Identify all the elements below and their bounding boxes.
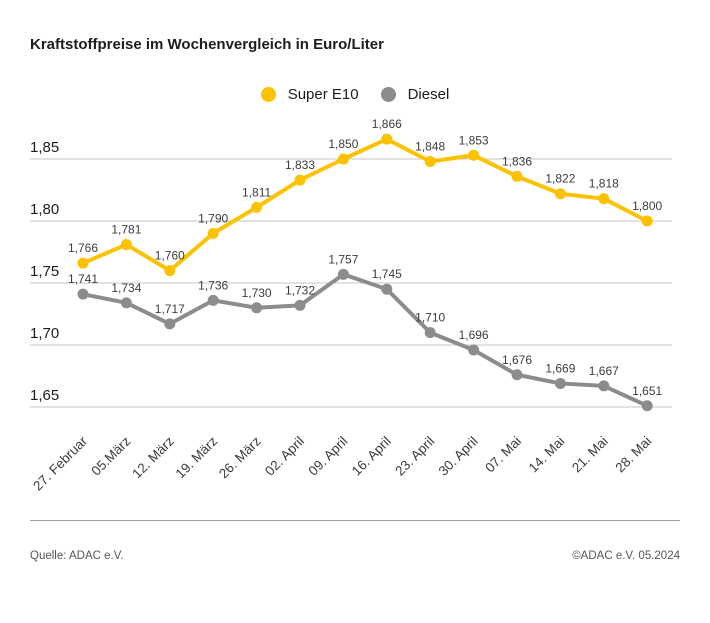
svg-text:26. März: 26. März [216,433,264,481]
diesel-point [207,294,219,306]
series-super-e10 [77,133,653,277]
svg-text:14. Mai: 14. Mai [526,434,568,476]
series-diesel [77,268,653,412]
diesel-line [81,272,650,408]
super-e10-value-label: 1,760 [155,249,185,263]
diesel-point [294,299,306,311]
super-e10-line [81,137,650,273]
svg-text:05.März: 05.März [88,433,133,478]
super-e10-value-label: 1,781 [111,223,141,237]
diesel-point [598,380,610,392]
super-e10-value-label: 1,833 [285,158,315,172]
super-e10-point [468,149,480,161]
svg-text:19. März: 19. März [173,433,221,481]
diesel-point [468,344,480,356]
super-e10-point [554,188,566,200]
page-title: Kraftstoffpreise im Wochenvergleich in E… [30,36,384,53]
diesel-value-label: 1,717 [155,302,185,316]
diesel-point [337,268,349,280]
svg-text:1,80: 1,80 [30,201,59,218]
super-e10-value-label: 1,850 [328,137,358,151]
super-e10-point [120,239,132,251]
super-e10-value-label: 1,818 [589,177,619,191]
super-e10-point [337,153,349,165]
super-e10-point [164,265,176,277]
diesel-point [381,283,393,295]
diesel-value-label: 1,745 [372,267,402,281]
super-e10-point [511,170,523,182]
super-e10-point [251,201,263,213]
diesel-point [164,318,176,330]
svg-text:27. Februar: 27. Februar [30,433,90,493]
diesel-point [251,302,263,314]
svg-text:1,65: 1,65 [30,387,59,404]
svg-text:16. April: 16. April [349,434,394,479]
diesel-dot-icon [380,87,396,102]
super-e10-value-label: 1,836 [502,154,532,168]
super-e10-value-label: 1,822 [545,172,575,186]
footer-copyright: ©ADAC e.V. 05.2024 [572,550,680,562]
super-e10-value-label: 1,811 [242,185,271,199]
legend: Super E10 Diesel [0,86,710,103]
diesel-value-label: 1,730 [242,286,272,300]
legend-item-diesel: Diesel [380,86,450,103]
super-e10-value-label: 1,800 [632,199,662,213]
svg-text:1,75: 1,75 [30,263,59,280]
y-axis-labels: 1,85 1,80 1,75 1,70 1,65 [30,139,59,404]
svg-text:30. April: 30. April [436,434,481,479]
super-e10-point [77,257,89,269]
super-e10-point [294,174,306,186]
diesel-value-label: 1,651 [632,384,662,398]
super-e10-point [381,133,393,145]
super-e10-point [207,227,219,239]
diesel-value-label: 1,669 [545,361,575,375]
svg-text:12. März: 12. März [129,433,177,481]
legend-label-diesel: Diesel [407,86,450,103]
diesel-value-label: 1,667 [589,364,619,378]
diesel-point [641,400,653,412]
super-e10-point [641,215,653,227]
diesel-point [77,288,89,300]
svg-text:21. Mai: 21. Mai [569,434,611,476]
super-e10-point [598,193,610,205]
footer-source: Quelle: ADAC e.V. [30,550,124,562]
super-e10-value-label: 1,853 [459,133,489,147]
diesel-value-label: 1,734 [111,281,141,295]
super-e10-value-label: 1,790 [198,211,228,225]
legend-item-super-e10: Super E10 [260,86,359,103]
series-super-e10-labels: 1,766 1,781 1,760 1,790 1,811 1,833 1,850 1,866… [68,117,663,262]
svg-text:07. Mai: 07. Mai [482,434,524,476]
legend-label-super-e10: Super E10 [287,86,359,103]
super-e10-point [424,155,436,167]
diesel-point [120,297,132,309]
diesel-point [554,377,566,389]
svg-text:1,70: 1,70 [30,325,59,342]
diesel-point [511,369,523,381]
super-e10-value-label: 1,866 [372,117,402,131]
svg-text:23. April: 23. April [392,434,437,479]
svg-text:28. Mai: 28. Mai [612,434,654,476]
diesel-value-label: 1,757 [328,252,358,266]
svg-text:1,85: 1,85 [30,139,59,156]
diesel-value-label: 1,736 [198,278,228,292]
y-gridlines [30,158,672,408]
diesel-value-label: 1,710 [415,311,445,325]
svg-text:09. April: 09. April [305,434,350,479]
diesel-value-label: 1,676 [502,353,532,367]
super-e10-value-label: 1,848 [415,139,445,153]
diesel-value-label: 1,741 [68,272,98,286]
diesel-point [424,327,436,339]
super-e10-value-label: 1,766 [68,241,98,255]
super-e10-dot-icon [260,87,276,102]
diesel-value-label: 1,732 [285,283,315,297]
series-diesel-labels: 1,741 1,734 1,717 1,736 1,730 1,732 1,757 1,745… [68,252,663,397]
diesel-value-label: 1,696 [459,328,489,342]
footer-divider [30,520,680,521]
svg-text:02. April: 02. April [262,434,307,479]
